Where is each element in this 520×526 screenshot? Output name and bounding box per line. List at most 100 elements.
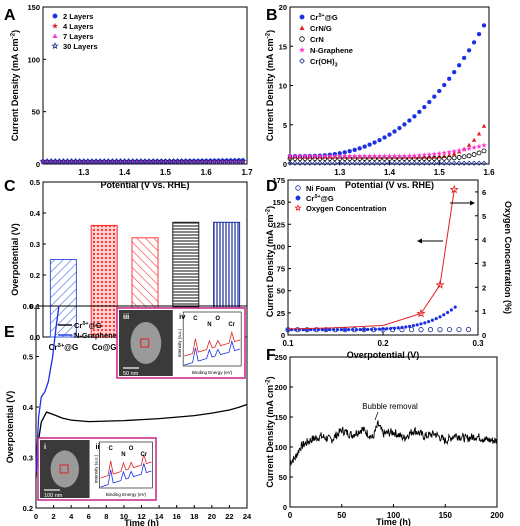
y2-tick-label: 4 — [482, 236, 487, 245]
data-point — [446, 160, 452, 166]
x-tick-label: 100 — [387, 511, 401, 520]
x-tick-label: 14 — [155, 512, 164, 521]
data-point — [312, 160, 318, 166]
y-tick-label: 0.5 — [23, 353, 33, 362]
data-point — [417, 109, 422, 114]
data-point — [298, 46, 306, 53]
data-point — [447, 76, 452, 81]
data-point — [442, 313, 446, 317]
data-point — [52, 33, 58, 38]
data-point — [456, 155, 462, 160]
data-point — [351, 153, 358, 159]
micrograph-particle — [130, 322, 162, 364]
data-point — [476, 31, 482, 37]
data-point — [332, 153, 338, 159]
series-line — [35, 403, 248, 478]
data-point — [426, 156, 432, 161]
data-point — [476, 150, 482, 156]
data-point — [465, 326, 472, 333]
x-tick-label: 4 — [69, 512, 74, 521]
data-point — [471, 152, 477, 157]
y-axis-label: Overpotential (V) — [5, 391, 15, 464]
data-point — [481, 123, 487, 128]
scale-label: 50 nm — [123, 371, 139, 377]
y-tick-label: 0.2 — [30, 271, 40, 280]
series-line — [35, 305, 60, 473]
y-tick-label: 5 — [283, 121, 287, 130]
y-tick-label: 100 — [274, 443, 287, 452]
y-tick-label: 0.6 — [23, 302, 33, 311]
annotation-pointer — [374, 411, 379, 421]
data-point — [453, 305, 457, 309]
data-point — [461, 160, 467, 166]
legend-label: Ni Foam — [306, 184, 336, 193]
data-point — [421, 156, 427, 161]
data-point — [342, 153, 348, 159]
y2-tick-label: 0 — [482, 331, 486, 340]
data-point — [466, 145, 472, 151]
data-point — [367, 160, 373, 166]
data-point — [352, 160, 358, 166]
x-tick-label: 1.3 — [78, 168, 90, 177]
scale-label: 100 nm — [44, 493, 63, 499]
legend-label: 7 Layers — [63, 32, 93, 41]
plot-frame — [289, 356, 498, 508]
x-tick-label: Crδ+@G — [49, 343, 79, 352]
y-tick-label: 0 — [281, 331, 285, 340]
data-point — [430, 318, 435, 322]
x-tick-label: 16 — [172, 512, 180, 521]
bar — [90, 224, 118, 338]
y-tick-label: 150 — [272, 198, 285, 207]
y-axis-label: Current Density (mA cm-2) — [264, 376, 275, 487]
data-point — [331, 328, 336, 332]
legend-label: CrN — [310, 35, 324, 44]
panel-letter-E: E — [4, 324, 15, 341]
data-point — [297, 153, 303, 159]
x-tick-label: 1.5 — [434, 168, 446, 177]
data-point — [376, 160, 383, 166]
y2-axis-label: Oxygen Concentration (%) — [503, 201, 513, 314]
y-tick-label: 50 — [32, 108, 40, 117]
data-point — [437, 88, 442, 94]
data-point — [431, 156, 437, 161]
y-tick-label: 250 — [274, 353, 287, 362]
peak-label: N — [121, 452, 125, 458]
legend-label: Crδ+@G — [74, 321, 102, 330]
data-point — [354, 327, 359, 332]
x-tick-label: 0 — [34, 512, 38, 521]
legend-label: N-Graphene — [310, 46, 353, 55]
x-tick-label: 200 — [490, 511, 504, 520]
y-tick-label: 0.5 — [30, 178, 40, 187]
data-point — [347, 153, 353, 159]
data-point — [381, 160, 388, 166]
y-axis-label: Current Density (mA cm-2) — [264, 206, 275, 317]
data-point — [456, 160, 462, 166]
data-point — [466, 48, 472, 53]
data-point — [347, 160, 353, 166]
data-point — [461, 146, 467, 152]
data-point — [361, 153, 368, 159]
data-point — [391, 160, 398, 166]
panel-E: 0 2 4 6 8 10 12 14 16 18 20 22 240.20.30.40.50.6Time… — [5, 302, 252, 526]
data-point — [339, 328, 343, 332]
series-line — [289, 419, 498, 467]
data-point — [416, 152, 423, 158]
data-point — [476, 131, 482, 136]
data-point — [317, 153, 323, 159]
data-point — [456, 147, 462, 153]
data-point — [362, 327, 366, 332]
data-point — [431, 160, 437, 166]
data-point — [438, 315, 442, 319]
legend-label: 4 Layers — [63, 22, 93, 31]
data-point — [466, 153, 472, 159]
data-point — [411, 152, 418, 159]
y-tick-label: 0.2 — [23, 504, 33, 513]
data-point — [292, 160, 298, 166]
data-point — [373, 327, 378, 331]
panel-A: 1.3 1.4 1.5 1.6 1.7 0 50 100 150 Potential (V vs.… — [9, 3, 253, 190]
data-point — [357, 160, 363, 166]
y2-tick-label: 3 — [482, 259, 486, 268]
data-point — [342, 160, 348, 166]
y-tick-label: 50 — [279, 473, 287, 482]
